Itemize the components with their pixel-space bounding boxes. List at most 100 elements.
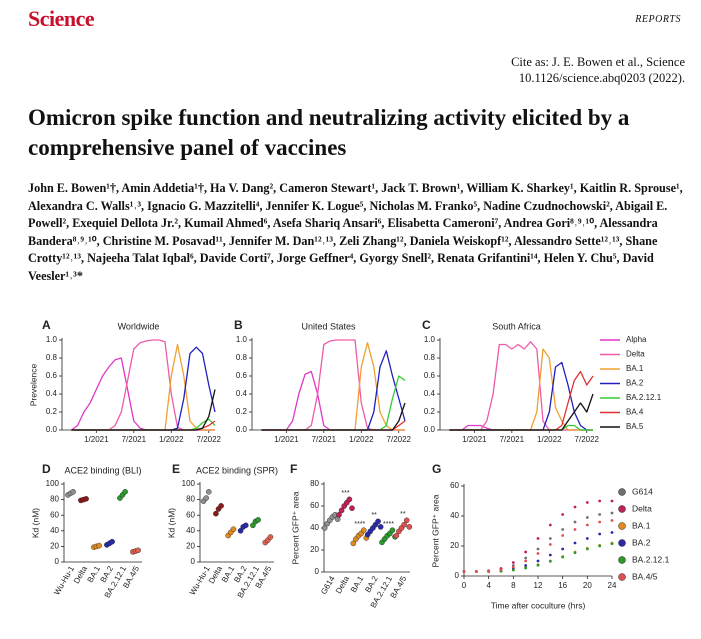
y-tick-label: 0 (455, 571, 460, 580)
legend-label: BA.2 (626, 379, 644, 388)
data-point (218, 503, 224, 509)
y-tick-label: 60 (310, 501, 319, 510)
data-point (242, 522, 249, 529)
data-point (585, 523, 589, 527)
legend-swatch (618, 573, 626, 581)
data-point (377, 524, 384, 530)
x-tick-label: Delta (72, 564, 89, 585)
data-point (561, 534, 565, 537)
data-point (511, 568, 515, 572)
legend-swatch (618, 539, 626, 547)
data-point (70, 488, 76, 495)
citation-line: Cite as: J. E. Bowen et al., Science (511, 55, 685, 69)
data-point (585, 547, 589, 551)
data-point (350, 540, 357, 547)
y-tick-label: 0.2 (424, 407, 436, 416)
data-point (573, 551, 577, 555)
y-tick-label: 80 (186, 495, 195, 504)
legend-label: Alpha (626, 335, 647, 344)
data-point (548, 543, 552, 546)
data-point (393, 532, 400, 539)
panel-title: South Africa (492, 321, 541, 331)
y-tick-label: 20 (50, 542, 59, 551)
data-point (462, 570, 466, 573)
data-point (403, 517, 410, 524)
y-tick-label: 0.4 (46, 389, 58, 398)
y-tick-label: 40 (50, 526, 59, 535)
panel-label: G (432, 462, 441, 476)
legend-label: BA.2 (632, 537, 651, 547)
data-point (536, 552, 540, 555)
x-tick-label: 1/2022 (537, 435, 562, 444)
legend-swatch (618, 505, 626, 513)
x-tick-label: 7/2022 (575, 435, 600, 444)
journal-name: Science (28, 6, 95, 31)
series-line (71, 343, 215, 431)
data-point (610, 542, 614, 546)
data-point (205, 488, 212, 495)
series-line (71, 389, 216, 431)
data-point (548, 559, 552, 563)
x-tick-label: 1/2022 (159, 435, 184, 444)
y-tick-label: 60 (50, 510, 59, 519)
data-point (524, 564, 528, 567)
panel-label: F (290, 462, 297, 476)
data-point (610, 499, 614, 503)
data-point (598, 532, 602, 536)
data-point (610, 531, 614, 534)
data-point (360, 527, 367, 534)
series-line (71, 357, 215, 431)
legend-swatch (618, 522, 626, 530)
data-point (338, 507, 345, 514)
data-point (561, 555, 565, 559)
y-tick-label: 1.0 (236, 335, 248, 344)
author-list: John E. Bowen¹†, Amin Addetia¹†, Ha V. D… (28, 181, 683, 283)
x-tick-label: 1/2021 (84, 435, 109, 444)
x-tick-label: 24 (608, 581, 617, 590)
data-point (499, 568, 503, 572)
data-point (585, 516, 589, 519)
legend-label: BA.4/5 (632, 571, 658, 581)
data-point (610, 519, 614, 522)
series-line (71, 346, 216, 431)
data-point (561, 547, 565, 551)
x-axis-label: Time after coculture (hrs) (491, 600, 586, 610)
data-point (267, 534, 274, 540)
data-point (375, 518, 381, 525)
data-point (573, 541, 577, 545)
x-tick-label: G614 (319, 574, 337, 596)
y-tick-label: 0.8 (46, 353, 58, 362)
y-tick-label: 40 (310, 523, 319, 532)
legend-label: BA.1 (632, 520, 651, 530)
data-point (536, 537, 540, 540)
y-tick-label: 0.6 (46, 371, 58, 380)
y-tick-label: 80 (50, 495, 59, 504)
legend-label: BA.5 (626, 422, 644, 431)
y-tick-label: 0.0 (424, 425, 436, 434)
x-tick-label: 7/2022 (387, 435, 412, 444)
series-line (261, 375, 406, 431)
paper-title: Omicron spike function and neutralizing … (28, 105, 630, 160)
data-point (511, 561, 515, 564)
legend-label: BA.2.12.1 (632, 554, 670, 564)
x-tick-label: 20 (583, 581, 592, 590)
y-tick-label: 0 (191, 557, 196, 566)
data-point (83, 496, 89, 502)
series-line (261, 420, 406, 431)
y-tick-label: 60 (450, 481, 459, 490)
y-axis-label: Percent GFP⁺ area (290, 491, 300, 564)
series-line (261, 342, 405, 431)
data-point (474, 570, 478, 573)
y-tick-label: 0.6 (424, 371, 436, 380)
x-tick-label: 16 (558, 581, 567, 590)
y-axis-label: Kd (nM) (30, 508, 40, 538)
data-point (585, 537, 589, 540)
data-point (524, 559, 528, 563)
data-point (524, 556, 528, 560)
data-point (230, 526, 237, 533)
y-tick-label: 0.8 (236, 353, 248, 362)
data-point (255, 517, 261, 523)
y-tick-label: 0.2 (236, 407, 248, 416)
x-tick-label: 7/2021 (312, 435, 337, 444)
y-tick-label: 20 (450, 541, 459, 550)
